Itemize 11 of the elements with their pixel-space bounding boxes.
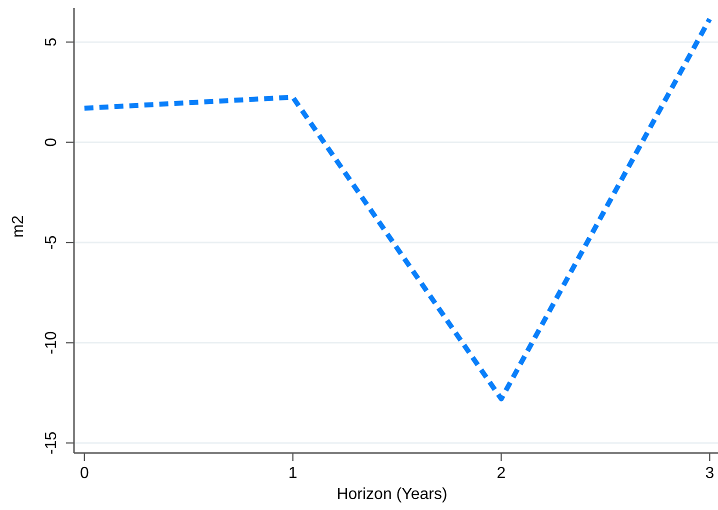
- x-tick-label: 2: [496, 465, 506, 482]
- y-tick-label: 0: [43, 138, 60, 147]
- x-axis-title: Horizon (Years): [336, 486, 448, 503]
- x-tick-label: 1: [288, 465, 298, 482]
- y-tick-label: -10: [43, 331, 60, 354]
- x-tick-label: 0: [80, 465, 89, 482]
- x-tick-label: 3: [705, 465, 714, 482]
- y-tick-label: 5: [43, 38, 60, 47]
- y-tick-label: -5: [43, 235, 60, 250]
- y-tick-label: -15: [43, 431, 60, 455]
- y-axis-title: m2: [10, 215, 27, 238]
